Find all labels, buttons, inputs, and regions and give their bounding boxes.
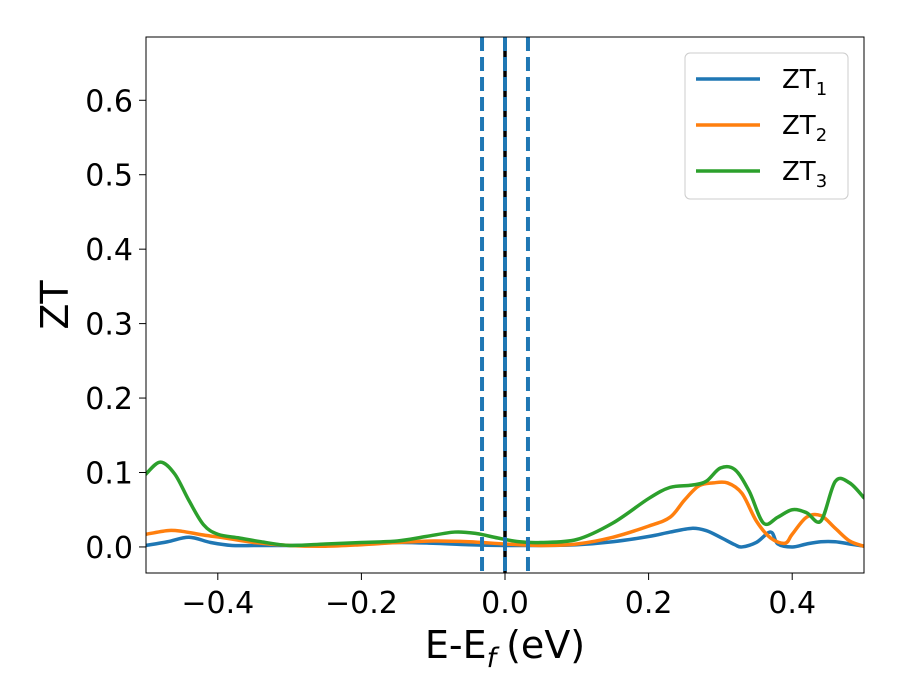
x-tick-label: 0.0 [481, 586, 529, 621]
y-tick-label: 0.6 [85, 84, 133, 119]
legend-label-zt2: ZT2 [782, 111, 827, 146]
x-tick-label: 0.2 [625, 586, 673, 621]
legend-box [684, 52, 849, 200]
vline-layer [480, 37, 530, 573]
x-axis-ticks: −0.4 −0.2 0.0 0.2 0.4 [181, 573, 816, 621]
y-tick-label: 0.3 [85, 308, 133, 343]
series-layer [146, 460, 864, 549]
x-tick-label: 0.4 [768, 586, 816, 621]
y-axis-ticks: 0.0 0.1 0.2 0.3 0.4 0.5 0.6 [85, 84, 146, 566]
y-tick-label: 0.1 [85, 457, 133, 492]
x-axis-label: E-Ef (eV) [425, 623, 585, 674]
y-axis-label: ZT [33, 280, 77, 330]
x-tick-label: −0.2 [325, 586, 398, 621]
y-tick-label: 0.4 [85, 233, 133, 268]
legend: ZT1 ZT2 ZT3 [684, 52, 849, 200]
legend-label-zt3: ZT3 [782, 157, 827, 192]
y-tick-label: 0.0 [85, 531, 133, 566]
x-tick-label: −0.4 [181, 586, 254, 621]
legend-entries: ZT1 ZT2 ZT3 [696, 65, 827, 192]
legend-label-zt1: ZT1 [782, 65, 827, 100]
series-line-zt3 [146, 460, 864, 548]
series-line-zt1 [146, 526, 864, 549]
y-tick-label: 0.2 [85, 382, 133, 417]
y-tick-label: 0.5 [85, 159, 133, 194]
